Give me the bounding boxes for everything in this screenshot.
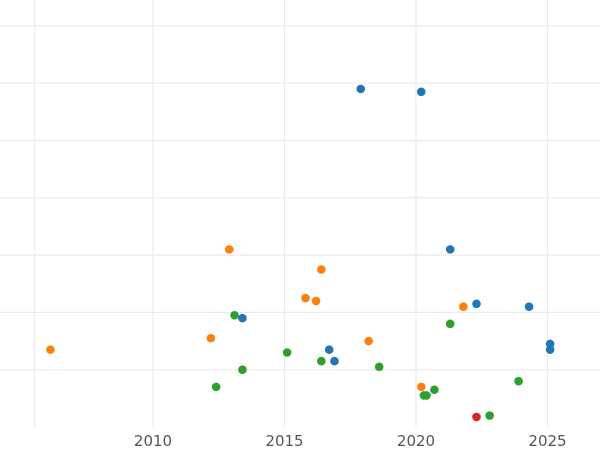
- point-s0-5: [330, 356, 339, 366]
- point-s0-1: [416, 87, 426, 97]
- point-s1-7: [46, 345, 55, 354]
- x-tick-label-2: 2020: [397, 432, 435, 450]
- point-s1-8: [416, 382, 426, 392]
- y-gridlines: [0, 25, 600, 371]
- point-s1-6: [364, 336, 373, 346]
- point-s2-7: [211, 382, 221, 392]
- point-s1-0: [224, 245, 234, 254]
- point-s2-8: [430, 385, 439, 395]
- x-tick-label-1: 2015: [265, 432, 303, 450]
- point-s0-7: [524, 302, 534, 311]
- x-tick-labels: 2010 2015 2020 2025: [134, 432, 567, 450]
- point-s0-4: [324, 345, 334, 354]
- x-tick-label-3: 2025: [528, 432, 566, 450]
- point-s2-1: [445, 319, 455, 329]
- x-tick-label-0: 2010: [134, 432, 172, 450]
- point-s0-3: [238, 313, 247, 323]
- point-s2-11: [485, 411, 494, 420]
- point-s1-2: [301, 293, 310, 303]
- x-gridlines: [34, 0, 549, 427]
- point-s0-9: [545, 345, 555, 354]
- point-s0-2: [445, 245, 455, 254]
- point-s3-0: [472, 412, 481, 422]
- point-s2-5: [238, 365, 247, 375]
- point-s0-6: [472, 299, 481, 309]
- point-s0-0: [356, 84, 366, 94]
- point-s2-0: [230, 310, 239, 320]
- data-points: [46, 84, 555, 422]
- point-s2-4: [374, 362, 384, 372]
- point-s1-5: [206, 333, 216, 343]
- point-s2-10: [422, 391, 431, 400]
- point-s1-3: [311, 296, 321, 306]
- point-s2-2: [282, 348, 292, 357]
- point-s2-6: [514, 376, 523, 386]
- point-s1-1: [317, 265, 326, 274]
- point-s2-3: [317, 356, 326, 366]
- point-s1-4: [459, 302, 468, 311]
